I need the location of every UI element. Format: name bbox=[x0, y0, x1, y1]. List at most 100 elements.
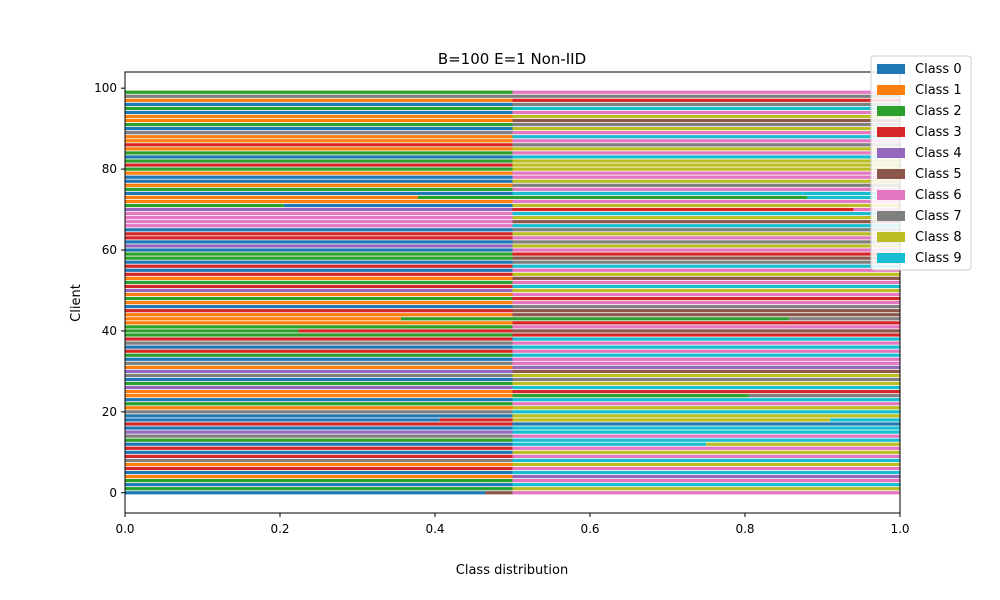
bar-segment-client-80-0 bbox=[125, 167, 513, 171]
bar-segment-client-73-3 bbox=[807, 195, 900, 200]
bar-segment-client-11-1 bbox=[512, 446, 900, 450]
bar-segment-client-40-0 bbox=[125, 329, 299, 333]
bar-segment-client-70-0 bbox=[125, 207, 513, 212]
bar-segment-client-79-0 bbox=[125, 171, 513, 175]
legend-swatch-class-0 bbox=[877, 64, 905, 74]
bar-segment-client-16-1 bbox=[512, 426, 900, 430]
bar-segment-client-88-0 bbox=[125, 135, 513, 139]
bar-segment-client-89-0 bbox=[125, 131, 513, 135]
bar-segment-client-48-1 bbox=[512, 296, 900, 301]
bar-segment-client-45-0 bbox=[125, 309, 513, 313]
bar-segment-client-96-0 bbox=[125, 102, 513, 106]
bar-segment-client-32-1 bbox=[512, 361, 900, 365]
bar-segment-client-63-1 bbox=[512, 236, 900, 240]
bar-segment-client-44-1 bbox=[512, 313, 900, 317]
bar-segment-client-81-1 bbox=[512, 163, 900, 167]
legend-label-class-5: Class 5 bbox=[915, 167, 962, 182]
bar-segment-client-41-1 bbox=[512, 325, 900, 329]
bar-segment-client-72-1 bbox=[512, 199, 900, 204]
bar-segment-client-53-1 bbox=[512, 276, 900, 280]
bar-segment-client-93-1 bbox=[512, 114, 900, 119]
bar-segment-client-41-0 bbox=[125, 325, 513, 329]
bar-segment-client-85-0 bbox=[125, 147, 513, 151]
bar-segment-client-95-0 bbox=[125, 106, 513, 111]
bar-segment-client-90-0 bbox=[125, 127, 513, 131]
bar-segment-client-25-0 bbox=[125, 390, 513, 394]
bar-segment-client-54-0 bbox=[125, 272, 513, 276]
bar-segment-client-71-0 bbox=[125, 203, 284, 208]
bar-segment-client-4-0 bbox=[125, 474, 513, 479]
bar-segment-client-40-2 bbox=[512, 329, 900, 333]
bar-segment-client-65-1 bbox=[512, 228, 900, 232]
bar-segment-client-17-1 bbox=[512, 422, 900, 426]
bar-segment-client-94-1 bbox=[512, 110, 900, 115]
bar-segment-client-38-0 bbox=[125, 337, 513, 341]
bar-segment-client-85-1 bbox=[512, 147, 900, 151]
bar-segment-client-32-0 bbox=[125, 361, 513, 365]
bar-segment-client-96-1 bbox=[512, 102, 900, 106]
bar-segment-client-69-0 bbox=[125, 211, 513, 216]
bar-segment-client-27-1 bbox=[512, 381, 900, 386]
bar-segment-client-3-1 bbox=[512, 479, 900, 483]
legend-label-class-2: Class 2 bbox=[915, 104, 962, 119]
bar-segment-client-98-1 bbox=[512, 94, 900, 98]
bar-segment-client-51-0 bbox=[125, 284, 513, 289]
bar-segment-client-78-1 bbox=[512, 175, 900, 179]
bar-segment-client-14-1 bbox=[512, 434, 900, 438]
bar-segment-client-1-0 bbox=[125, 487, 513, 491]
x-tick-label: 0.2 bbox=[270, 522, 289, 536]
bar-segment-client-60-1 bbox=[512, 248, 900, 252]
bar-segment-client-90-1 bbox=[512, 127, 900, 131]
bar-segment-client-10-1 bbox=[512, 450, 900, 454]
bar-segment-client-26-1 bbox=[512, 385, 900, 390]
bar-segment-client-65-0 bbox=[125, 228, 513, 232]
bar-segment-client-57-1 bbox=[512, 260, 900, 264]
bar-segment-client-92-0 bbox=[125, 118, 513, 123]
bar-segment-client-52-1 bbox=[512, 280, 900, 285]
bar-segment-client-37-1 bbox=[512, 341, 900, 345]
bar-segment-client-74-1 bbox=[512, 191, 900, 195]
bar-segment-client-84-1 bbox=[512, 151, 900, 155]
bar-segment-client-39-0 bbox=[125, 333, 513, 337]
bar-segment-client-49-1 bbox=[512, 292, 900, 297]
bar-segment-client-43-2 bbox=[512, 317, 790, 321]
bar-segment-client-5-1 bbox=[512, 470, 900, 475]
legend-swatch-class-6 bbox=[877, 190, 905, 200]
bar-segment-client-34-0 bbox=[125, 353, 513, 357]
y-tick-label: 100 bbox=[94, 81, 117, 95]
bar-segment-client-12-0 bbox=[125, 442, 513, 446]
bar-segment-client-20-0 bbox=[125, 410, 513, 414]
legend: Class 0 Class 1 Class 2 Class 3 Class 4 Class… bbox=[870, 55, 972, 271]
bar-segment-client-86-0 bbox=[125, 143, 513, 147]
bar-segment-client-0-2 bbox=[512, 491, 900, 495]
y-tick-label: 20 bbox=[102, 405, 117, 419]
bar-segment-client-27-0 bbox=[125, 381, 513, 386]
bar-segment-client-87-1 bbox=[512, 139, 900, 143]
bar-segment-client-7-0 bbox=[125, 462, 513, 467]
bar-segment-client-55-1 bbox=[512, 268, 900, 272]
bar-segment-client-28-0 bbox=[125, 377, 513, 382]
bar-segment-client-97-1 bbox=[512, 98, 900, 102]
y-tick-label: 40 bbox=[102, 324, 117, 338]
bar-segment-client-61-1 bbox=[512, 244, 900, 248]
bar-segment-client-91-0 bbox=[125, 122, 513, 127]
legend-label-class-4: Class 4 bbox=[915, 146, 962, 161]
bar-segment-client-29-0 bbox=[125, 373, 513, 378]
bar-segment-client-3-0 bbox=[125, 479, 513, 483]
bar-segment-client-59-0 bbox=[125, 252, 513, 256]
bar-segment-client-43-0 bbox=[125, 317, 401, 321]
bar-segment-client-50-0 bbox=[125, 288, 513, 293]
bar-segment-client-98-0 bbox=[125, 94, 513, 98]
bar-segment-client-8-1 bbox=[512, 458, 900, 463]
bar-segment-client-71-1 bbox=[283, 203, 513, 208]
bar-segment-client-87-0 bbox=[125, 139, 513, 143]
bar-segment-client-45-1 bbox=[512, 309, 900, 313]
bar-segment-client-88-1 bbox=[512, 135, 900, 139]
bar-segment-client-50-1 bbox=[512, 288, 900, 293]
legend-label-class-9: Class 9 bbox=[915, 251, 962, 266]
bar-segment-client-92-1 bbox=[512, 118, 900, 123]
bar-segment-client-93-0 bbox=[125, 114, 513, 119]
legend-label-class-7: Class 7 bbox=[915, 209, 962, 224]
bar-segment-client-43-1 bbox=[400, 317, 513, 321]
bar-segment-client-73-0 bbox=[125, 195, 418, 200]
